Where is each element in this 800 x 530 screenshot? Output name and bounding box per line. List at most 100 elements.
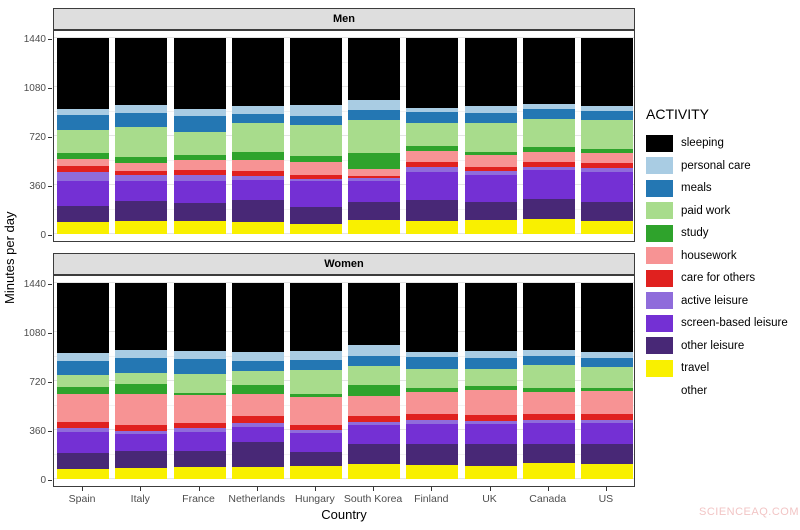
segment-paid-work bbox=[522, 118, 575, 147]
segment-active-leisure bbox=[57, 171, 110, 181]
segment-care-for-others bbox=[464, 166, 517, 171]
segment-personal-care bbox=[173, 351, 226, 360]
legend-key-personal-care bbox=[646, 157, 673, 175]
segment-other-leisure bbox=[348, 444, 401, 465]
segment-study bbox=[57, 387, 110, 394]
segment-other-leisure bbox=[348, 202, 401, 220]
legend: ACTIVITY sleeping personal care meals paid … bbox=[646, 106, 798, 402]
segment-meals bbox=[464, 113, 517, 124]
gridline-major bbox=[54, 233, 634, 234]
segment-other-leisure bbox=[406, 199, 459, 221]
segment-travel bbox=[348, 219, 401, 234]
gridline-major bbox=[54, 135, 634, 136]
segment-care-for-others bbox=[406, 162, 459, 168]
gridline-major bbox=[54, 37, 634, 38]
legend-label: personal care bbox=[681, 159, 751, 172]
x-tick-label-france: France bbox=[182, 493, 215, 505]
segment-other-leisure bbox=[115, 200, 168, 222]
segment-sleeping bbox=[57, 38, 110, 109]
segment-travel bbox=[289, 223, 342, 234]
y-tick-mark bbox=[48, 39, 52, 40]
gridline-major bbox=[54, 282, 634, 283]
bar-men-canada bbox=[522, 38, 575, 234]
y-tick-label: 720 bbox=[29, 376, 46, 388]
segment-active-leisure bbox=[173, 427, 226, 432]
segment-housework bbox=[115, 163, 168, 171]
x-tick-mark bbox=[140, 487, 142, 491]
segment-study bbox=[289, 155, 342, 163]
segment-study bbox=[115, 384, 168, 394]
segment-care-for-others bbox=[115, 170, 168, 175]
segment-screen-based-leisure bbox=[348, 180, 401, 203]
segment-care-for-others bbox=[231, 170, 284, 176]
legend-label: sleeping bbox=[681, 137, 724, 150]
y-tick-label: 1440 bbox=[23, 33, 46, 45]
segment-housework bbox=[289, 396, 342, 425]
segment-care-for-others bbox=[348, 175, 401, 178]
segment-travel bbox=[406, 465, 459, 479]
legend-key-paid-work bbox=[646, 202, 673, 220]
segment-meals bbox=[522, 356, 575, 366]
legend-label: meals bbox=[681, 182, 712, 195]
panel-women bbox=[53, 275, 635, 487]
segment-travel bbox=[580, 463, 633, 479]
y-tick-label: 0 bbox=[40, 229, 46, 241]
panel-men bbox=[53, 30, 635, 242]
legend-label: housework bbox=[681, 249, 737, 262]
segment-housework bbox=[406, 391, 459, 415]
segment-sleeping bbox=[173, 38, 226, 109]
segment-care-for-others bbox=[289, 174, 342, 179]
x-tick-label-finland: Finland bbox=[414, 493, 449, 505]
gridline-minor bbox=[54, 306, 634, 308]
x-axis-title: Country bbox=[321, 507, 367, 522]
segment-care-for-others bbox=[173, 422, 226, 428]
segment-sleeping bbox=[406, 283, 459, 353]
segment-active-leisure bbox=[115, 430, 168, 435]
segment-personal-care bbox=[348, 99, 401, 110]
segment-housework bbox=[348, 169, 401, 176]
x-tick-mark bbox=[547, 487, 549, 491]
x-tick-mark bbox=[489, 487, 491, 491]
segment-study bbox=[115, 156, 168, 164]
segment-screen-based-leisure bbox=[173, 431, 226, 451]
segment-active-leisure bbox=[464, 421, 517, 424]
segment-housework bbox=[348, 395, 401, 416]
segment-study bbox=[580, 148, 633, 154]
segment-screen-based-leisure bbox=[522, 169, 575, 200]
x-tick-mark bbox=[605, 487, 607, 491]
bar-men-south-korea bbox=[348, 38, 401, 234]
legend-key-housework bbox=[646, 247, 673, 265]
segment-meals bbox=[289, 360, 342, 371]
x-tick-label-italy: Italy bbox=[130, 493, 150, 505]
gridline-minor bbox=[54, 404, 634, 406]
gridline-minor bbox=[54, 159, 634, 161]
segment-travel bbox=[464, 219, 517, 234]
segment-housework bbox=[580, 391, 633, 414]
segment-screen-based-leisure bbox=[348, 425, 401, 445]
y-tick-mark bbox=[48, 333, 52, 334]
segment-travel bbox=[289, 465, 342, 479]
legend-label: screen-based leisure bbox=[681, 317, 788, 330]
segment-other-leisure bbox=[289, 452, 342, 466]
y-tick-mark bbox=[48, 284, 52, 285]
legend-key-study bbox=[646, 224, 673, 242]
segment-screen-based-leisure bbox=[57, 180, 110, 206]
segment-meals bbox=[348, 356, 401, 367]
segment-personal-care bbox=[231, 352, 284, 362]
segment-paid-work bbox=[580, 119, 633, 149]
segment-housework bbox=[57, 393, 110, 422]
segment-personal-care bbox=[115, 350, 168, 359]
segment-screen-based-leisure bbox=[231, 427, 284, 442]
segment-travel bbox=[464, 465, 517, 479]
y-tick-label: 1440 bbox=[23, 278, 46, 290]
bar-women-us bbox=[580, 283, 633, 479]
segment-screen-based-leisure bbox=[57, 431, 110, 453]
segment-travel bbox=[115, 467, 168, 479]
segment-sleeping bbox=[57, 283, 110, 353]
segment-active-leisure bbox=[522, 419, 575, 423]
bar-women-spain bbox=[57, 283, 110, 479]
segment-paid-work bbox=[231, 371, 284, 386]
segment-other-leisure bbox=[115, 451, 168, 468]
segment-meals bbox=[522, 109, 575, 119]
segment-study bbox=[57, 153, 110, 160]
